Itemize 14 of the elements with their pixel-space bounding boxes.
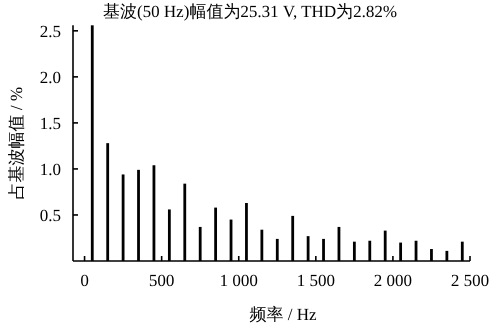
y-tick-label: 0.5: [40, 206, 61, 225]
chart-title: 基波(50 Hz)幅值为25.31 V, THD为2.82%: [102, 2, 398, 21]
x-tick-label: 2 500: [450, 271, 490, 290]
y-tick-label: 1.5: [40, 114, 61, 133]
x-tick-label: 2 000: [374, 271, 412, 290]
y-tick-label: 2.0: [40, 68, 61, 87]
x-tick-label: 0: [80, 271, 89, 290]
y-axis-title: 占基波幅值 / %: [7, 86, 26, 200]
y-tick-label: 2.5: [40, 22, 61, 41]
x-tick-label: 1 500: [296, 271, 335, 290]
x-axis-title: 频率 / Hz: [249, 305, 317, 324]
x-tick-label: 500: [148, 271, 174, 290]
y-tick-label: 1.0: [40, 160, 61, 179]
x-tick-label: 1 000: [220, 271, 258, 290]
